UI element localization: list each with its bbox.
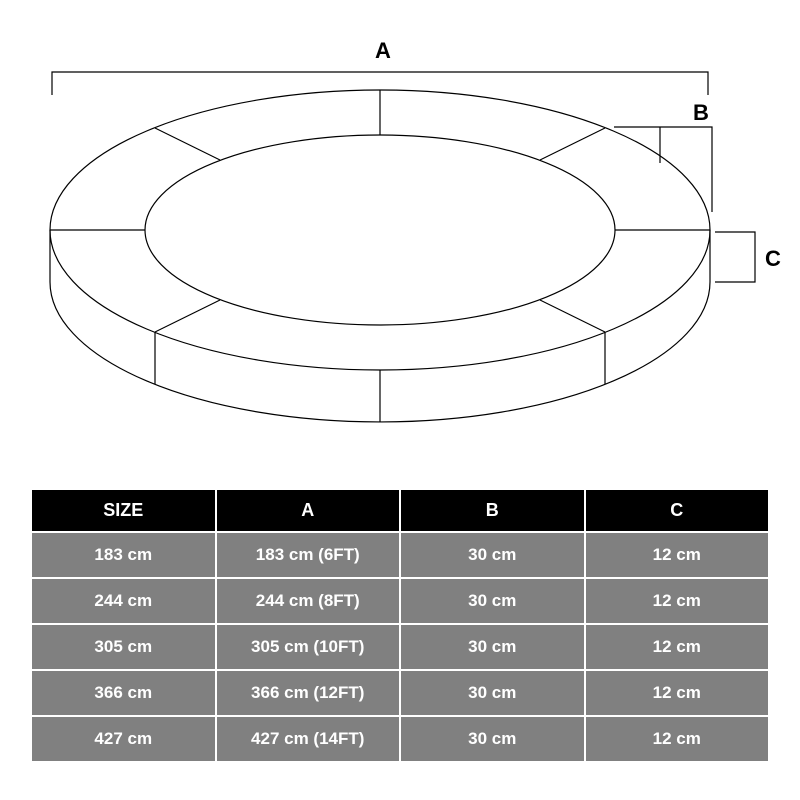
- table-row: 244 cm 244 cm (8FT) 30 cm 12 cm: [32, 579, 768, 623]
- table-header-row: SIZE A B C: [32, 490, 768, 531]
- col-B: B: [401, 490, 584, 531]
- table-row: 183 cm 183 cm (6FT) 30 cm 12 cm: [32, 533, 768, 577]
- ring-svg: [0, 0, 800, 470]
- size-table-container: SIZE A B C 183 cm 183 cm (6FT) 30 cm 12 …: [0, 470, 800, 763]
- dimension-label-A: A: [375, 38, 391, 64]
- col-A: A: [217, 490, 400, 531]
- table-row: 366 cm 366 cm (12FT) 30 cm 12 cm: [32, 671, 768, 715]
- table-row: 305 cm 305 cm (10FT) 30 cm 12 cm: [32, 625, 768, 669]
- col-C: C: [586, 490, 769, 531]
- table-row: 427 cm 427 cm (14FT) 30 cm 12 cm: [32, 717, 768, 761]
- dimension-label-B: B: [693, 100, 709, 126]
- dimension-diagram: A B C: [0, 0, 800, 470]
- table-body: 183 cm 183 cm (6FT) 30 cm 12 cm 244 cm 2…: [32, 533, 768, 761]
- col-size: SIZE: [32, 490, 215, 531]
- size-table: SIZE A B C 183 cm 183 cm (6FT) 30 cm 12 …: [30, 488, 770, 763]
- dimension-label-C: C: [765, 246, 781, 272]
